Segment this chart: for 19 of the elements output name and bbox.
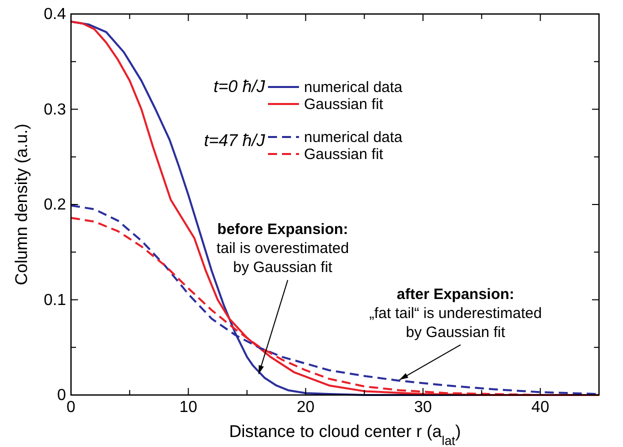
- x-tick-label: 20: [296, 399, 315, 416]
- legend-label: Gaussian fit: [304, 146, 384, 163]
- x-axis-title: Distance to cloud center r (a$_{lat}$): [229, 422, 461, 447]
- y-tick-label: 0: [57, 387, 66, 404]
- y-tick-label: 0.2: [44, 196, 66, 214]
- x-tick-label: 30: [414, 399, 432, 416]
- legend-label: numerical data: [304, 79, 404, 96]
- y-tick-label: 0.3: [44, 101, 66, 118]
- annotation: before Expansion: tail is overestimated by Gaussian fit: [216, 221, 350, 276]
- annotation: t=0 ħ/J: [213, 77, 266, 96]
- annotation: t=47 ħ/J: [204, 131, 266, 150]
- legend-label: Gaussian fit: [304, 96, 384, 113]
- y-tick-label: 0.1: [44, 292, 66, 309]
- annotation: after Expansion: „fat tail“ is underestimated by Gaussian fit: [369, 286, 542, 341]
- x-tick-label: 40: [531, 399, 550, 416]
- y-axis-title: Column density (a.u.): [12, 124, 31, 286]
- y-tick-label: 0.4: [44, 6, 66, 23]
- legend-label: numerical data: [304, 129, 404, 146]
- x-tick-label: 10: [179, 399, 198, 416]
